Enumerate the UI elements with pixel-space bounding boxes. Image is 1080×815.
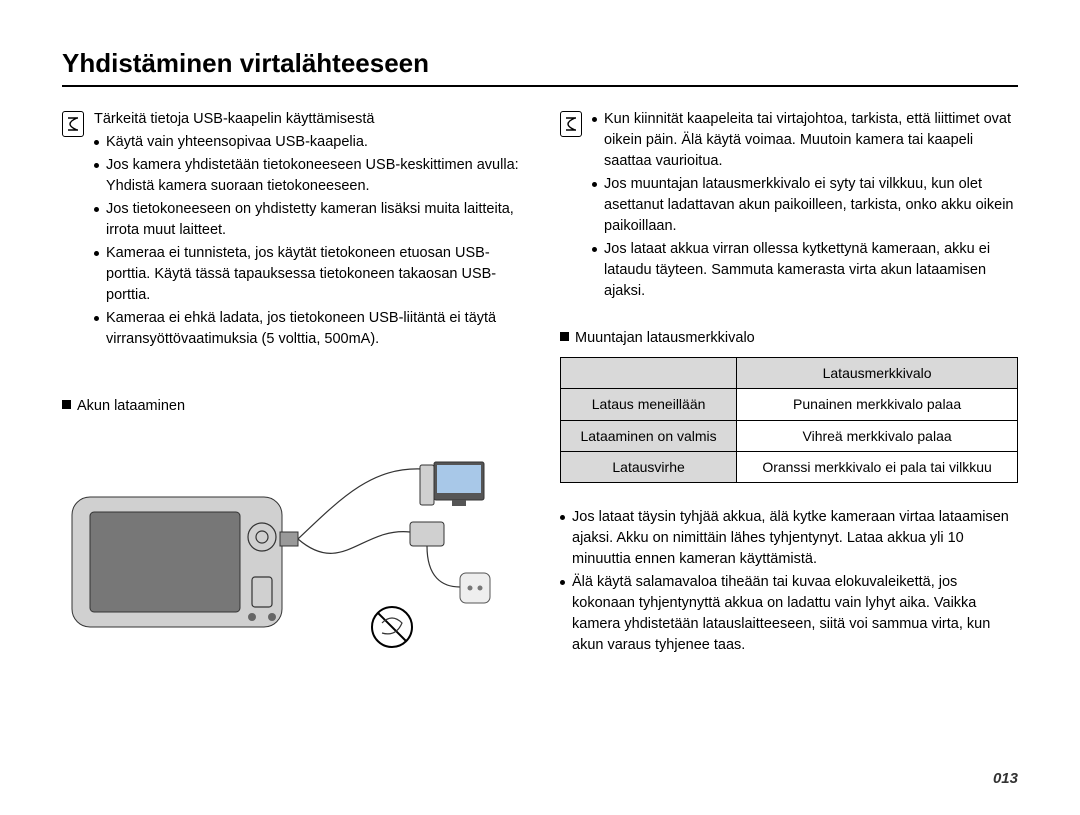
usb-note-title: Tärkeitä tietoja USB-kaapelin käyttämise… — [94, 109, 520, 130]
bullet-item: Jos lataat täysin tyhjää akkua, älä kytk… — [560, 507, 1018, 570]
charging-section-label: Akun lataaminen — [62, 396, 520, 417]
table-cell: Latausvirhe — [561, 452, 737, 483]
bullet-item: Jos muuntajan latausmerkkivalo ei syty t… — [592, 174, 1018, 237]
table-header-row: Latausmerkkivalo — [561, 358, 1018, 389]
cable-note-box: Kun kiinnität kaapeleita tai virtajohtoa… — [560, 109, 1018, 304]
table-row: Lataus meneillään Punainen merkkivalo pa… — [561, 389, 1018, 420]
bullet-item: Älä käytä salamavaloa tiheään tai kuvaa … — [560, 572, 1018, 656]
table-cell: Lataus meneillään — [561, 389, 737, 420]
led-label-text: Muuntajan latausmerkkivalo — [575, 330, 755, 346]
table-cell: Oranssi merkkivalo ei pala tai vilkkuu — [737, 452, 1018, 483]
bullet-item: Kameraa ei ehkä ladata, jos tietokoneen … — [94, 308, 520, 350]
table-row: Lataaminen on valmis Vihreä merkkivalo p… — [561, 420, 1018, 451]
bullet-item: Jos kamera yhdistetään tietokoneeseen US… — [94, 155, 520, 197]
table-cell: Punainen merkkivalo palaa — [737, 389, 1018, 420]
bullet-item: Jos tietokoneeseen on yhdistetty kameran… — [94, 199, 520, 241]
table-header-cell: Latausmerkkivalo — [737, 358, 1018, 389]
table-cell: Lataaminen on valmis — [561, 420, 737, 451]
bullet-item: Kun kiinnität kaapeleita tai virtajohtoa… — [592, 109, 1018, 172]
table-row: Latausvirhe Oranssi merkkivalo ei pala t… — [561, 452, 1018, 483]
usb-note-box: Tärkeitä tietoja USB-kaapelin käyttämise… — [62, 109, 520, 352]
square-bullet-icon — [560, 332, 569, 341]
left-column: Tärkeitä tietoja USB-kaapelin käyttämise… — [62, 109, 520, 658]
bullet-item: Käytä vain yhteensopivaa USB-kaapelia. — [94, 132, 520, 153]
page-number: 013 — [993, 770, 1018, 787]
bullet-item: Kameraa ei tunnisteta, jos käytät tietok… — [94, 243, 520, 306]
charging-diagram — [62, 437, 520, 657]
bullet-item: Jos lataat akkua virran ollessa kytketty… — [592, 239, 1018, 302]
led-indicator-table: Latausmerkkivalo Lataus meneillään Punai… — [560, 357, 1018, 483]
cable-note-content: Kun kiinnität kaapeleita tai virtajohtoa… — [592, 109, 1018, 304]
right-column: Kun kiinnität kaapeleita tai virtajohtoa… — [560, 109, 1018, 658]
two-column-layout: Tärkeitä tietoja USB-kaapelin käyttämise… — [62, 109, 1018, 658]
led-section-label: Muuntajan latausmerkkivalo — [560, 328, 1018, 349]
table-cell: Vihreä merkkivalo palaa — [737, 420, 1018, 451]
square-bullet-icon — [62, 400, 71, 409]
table-header-cell — [561, 358, 737, 389]
note-icon — [560, 111, 582, 137]
page-title: Yhdistäminen virtalähteeseen — [62, 48, 1018, 87]
charging-label-text: Akun lataaminen — [77, 398, 185, 414]
note-icon — [62, 111, 84, 137]
usb-note-content: Tärkeitä tietoja USB-kaapelin käyttämise… — [94, 109, 520, 352]
body-bullets: Jos lataat täysin tyhjää akkua, älä kytk… — [560, 507, 1018, 656]
cable-note-bullets: Kun kiinnität kaapeleita tai virtajohtoa… — [592, 109, 1018, 302]
usb-note-bullets: Käytä vain yhteensopivaa USB-kaapelia. J… — [94, 132, 520, 350]
